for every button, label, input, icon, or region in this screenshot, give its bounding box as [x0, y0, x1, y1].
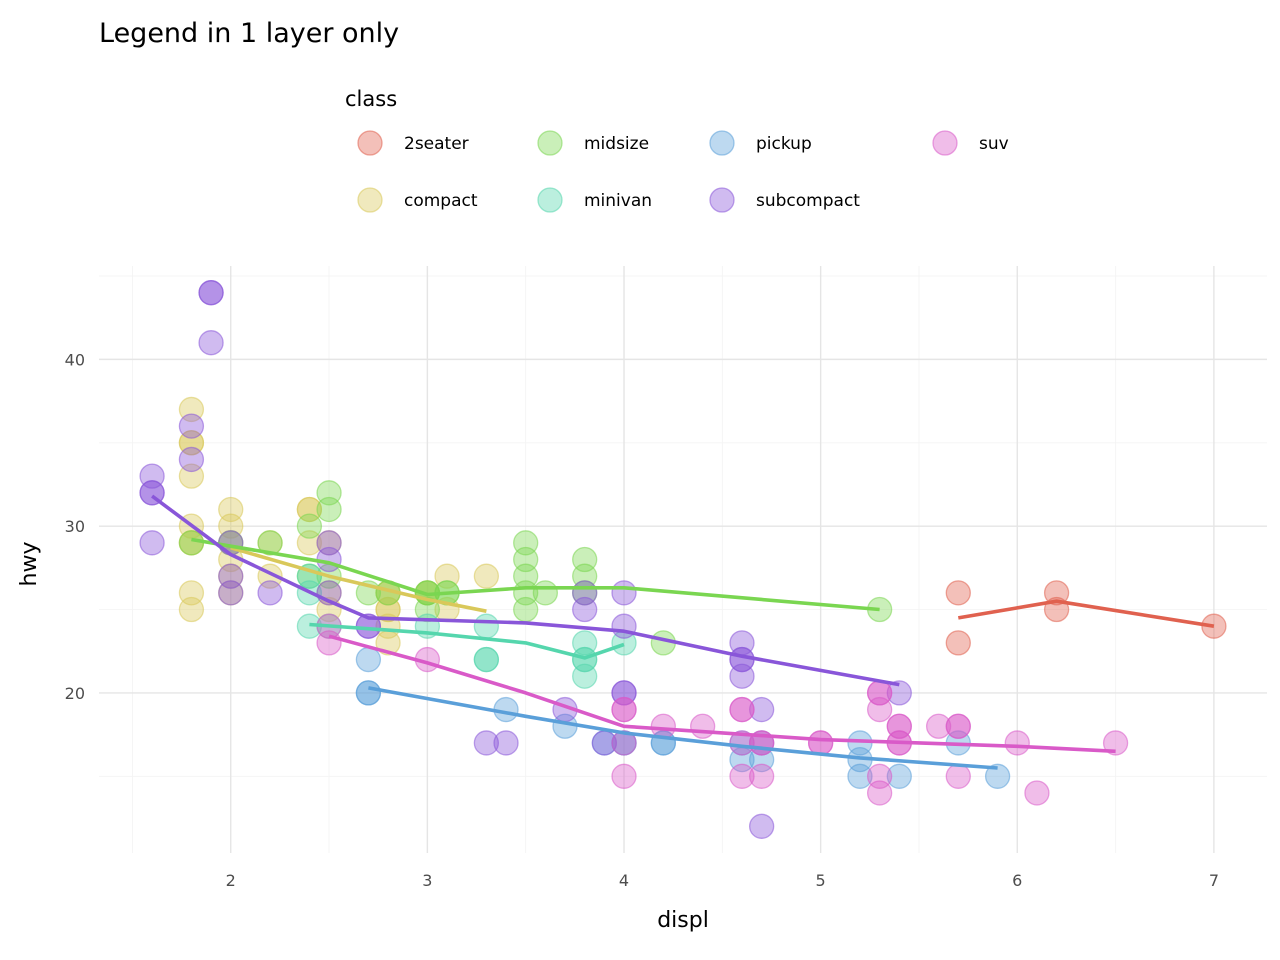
data-point-midsize: [513, 596, 539, 623]
legend-item-compact: compact: [357, 187, 478, 213]
data-point-suv: [1102, 730, 1129, 756]
legend-key-subcompact: [709, 187, 735, 213]
data-point-subcompact: [198, 330, 224, 356]
data-point-subcompact: [257, 580, 283, 606]
legend-key-minivan: [537, 187, 563, 213]
data-point-subcompact: [316, 546, 342, 573]
data-point-subcompact: [729, 663, 755, 689]
x-tick-label: 2: [226, 871, 236, 890]
data-point-suv: [807, 730, 834, 756]
chart-title: Legend in 1 layer only: [99, 18, 399, 49]
x-tick-label: 4: [619, 871, 629, 890]
legend-label-compact: compact: [404, 191, 478, 211]
legend-label-midsize: midsize: [584, 134, 649, 154]
data-point-subcompact: [493, 730, 519, 756]
legend-label-pickup: pickup: [756, 134, 812, 154]
data-point-suv: [611, 763, 637, 789]
data-point-pickup: [355, 680, 382, 706]
data-point-subcompact: [572, 596, 598, 623]
data-point-compact: [473, 563, 500, 589]
plot-area: [99, 266, 1267, 853]
data-point-suv: [945, 763, 971, 789]
legend-item-2seater: 2seater: [357, 130, 469, 156]
data-point-2seater: [1201, 613, 1227, 639]
data-point-suv: [729, 696, 755, 723]
data-point-subcompact: [198, 280, 224, 306]
data-point-suv: [866, 780, 893, 806]
data-point-subcompact: [139, 530, 165, 556]
y-tick-label: 30: [65, 517, 85, 536]
data-point-suv: [945, 713, 971, 739]
data-point-subcompact: [749, 813, 775, 839]
legend-item-subcompact: subcompact: [709, 187, 860, 213]
legend-item-suv: suv: [932, 130, 1009, 156]
trend-line-compact: [230, 546, 487, 613]
legend-label-subcompact: subcompact: [756, 191, 860, 211]
data-point-suv: [729, 763, 755, 789]
legend-title: class: [345, 87, 397, 111]
data-point-suv: [611, 730, 637, 756]
y-tick-label: 20: [65, 684, 85, 703]
data-point-midsize: [316, 496, 342, 523]
data-point-minivan: [473, 613, 500, 639]
data-point-pickup: [355, 646, 382, 673]
data-point-suv: [690, 713, 716, 739]
legend-item-pickup: pickup: [709, 130, 812, 156]
y-tick-label: 40: [65, 350, 85, 369]
data-point-suv: [1004, 730, 1030, 756]
legend-item-minivan: minivan: [537, 187, 652, 213]
legend: class 2seater compact midsize minivan pickup…: [345, 87, 1009, 213]
data-point-suv: [1024, 780, 1050, 806]
x-tick-label: 6: [1012, 871, 1022, 890]
data-point-midsize: [532, 580, 559, 606]
data-point-2seater: [945, 630, 971, 656]
data-point-subcompact: [178, 413, 205, 439]
data-point-compact: [178, 596, 205, 623]
legend-key-midsize: [537, 130, 563, 156]
trend-line-pickup: [368, 686, 998, 770]
legend-label-2seater: 2seater: [404, 134, 469, 154]
data-point-suv: [729, 730, 755, 756]
data-point-suv: [749, 763, 775, 789]
legend-label-suv: suv: [979, 134, 1009, 154]
x-tick-label: 5: [816, 871, 826, 890]
legend-label-minivan: minivan: [584, 191, 652, 211]
data-point-midsize: [296, 513, 323, 539]
data-point-subcompact: [749, 696, 775, 723]
x-tick-label: 7: [1209, 871, 1219, 890]
data-point-subcompact: [611, 580, 637, 606]
y-axis-title: hwy: [17, 542, 42, 587]
trend-line-subcompact: [151, 494, 900, 687]
trend-line-suv: [328, 634, 1116, 754]
data-point-subcompact: [473, 730, 500, 756]
trend-line-midsize: [191, 537, 880, 612]
data-point-suv: [866, 696, 893, 723]
data-point-subcompact: [886, 680, 912, 706]
data-point-suv: [925, 713, 952, 739]
x-axis-ticks: 2 3 4 5 6 7: [226, 871, 1219, 890]
data-point-pickup: [886, 763, 912, 789]
data-point-2seater: [945, 580, 971, 606]
legend-key-compact: [357, 187, 383, 213]
data-point-subcompact: [178, 446, 205, 473]
trend-line-2seater: [957, 599, 1215, 628]
legend-key-suv: [932, 130, 958, 156]
trend-line-minivan: [309, 622, 625, 660]
data-point-minivan: [473, 646, 500, 673]
data-point-midsize: [257, 530, 283, 556]
data-point-midsize: [178, 530, 205, 556]
legend-key-2seater: [357, 130, 383, 156]
x-axis-title: displ: [657, 908, 709, 933]
y-axis-ticks: 20 30 40: [65, 350, 85, 703]
data-point-pickup: [984, 763, 1011, 789]
x-tick-label: 3: [422, 871, 432, 890]
data-point-subcompact: [218, 563, 244, 589]
legend-item-midsize: midsize: [537, 130, 649, 156]
data-point-suv: [611, 696, 637, 723]
legend-key-pickup: [709, 130, 735, 156]
